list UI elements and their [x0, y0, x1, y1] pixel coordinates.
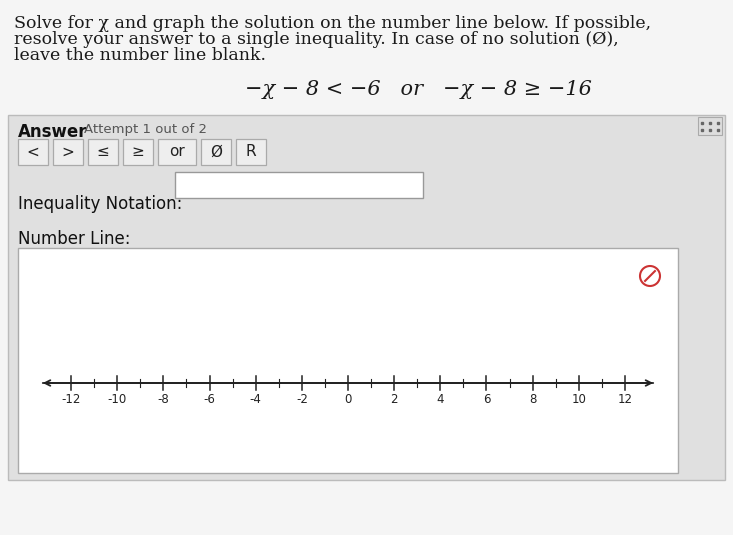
Text: −χ − 8 < −6   or   −χ − 8 ≥ −16: −χ − 8 < −6 or −χ − 8 ≥ −16 [245, 80, 592, 99]
Bar [88, 139, 118, 165]
Text: Inequality Notation:: Inequality Notation: [18, 195, 183, 213]
Text: Ø: Ø [210, 144, 222, 159]
Text: Solve for χ and graph the solution on the number line below. If possible,: Solve for χ and graph the solution on th… [14, 15, 651, 32]
Bar [158, 139, 196, 165]
Text: 0: 0 [345, 393, 352, 406]
Bar [236, 139, 266, 165]
Text: -12: -12 [62, 393, 81, 406]
Text: 6: 6 [483, 393, 490, 406]
Text: resolve your answer to a single inequality. In case of no solution (Ø),: resolve your answer to a single inequali… [14, 31, 619, 48]
Text: leave the number line blank.: leave the number line blank. [14, 47, 266, 64]
Text: >: > [62, 144, 74, 159]
Bar [53, 139, 83, 165]
Text: Number Line:: Number Line: [18, 230, 130, 248]
Bar [8, 115, 725, 480]
Text: 10: 10 [571, 393, 586, 406]
Text: ≤: ≤ [97, 144, 109, 159]
Text: ≥: ≥ [132, 144, 144, 159]
Bar [698, 117, 722, 135]
Text: <: < [26, 144, 40, 159]
Bar [18, 139, 48, 165]
Text: Attempt 1 out of 2: Attempt 1 out of 2 [84, 123, 207, 136]
Text: -8: -8 [158, 393, 169, 406]
Text: -2: -2 [296, 393, 308, 406]
Text: -10: -10 [108, 393, 127, 406]
Text: 12: 12 [617, 393, 633, 406]
Bar [18, 248, 678, 473]
Text: -4: -4 [250, 393, 262, 406]
Text: R: R [246, 144, 257, 159]
Bar [175, 172, 423, 198]
Text: 2: 2 [391, 393, 398, 406]
Bar [201, 139, 231, 165]
Bar [123, 139, 153, 165]
Text: or: or [169, 144, 185, 159]
Circle shape [640, 266, 660, 286]
Text: 4: 4 [437, 393, 444, 406]
Text: Answer: Answer [18, 123, 87, 141]
Text: 8: 8 [529, 393, 537, 406]
Text: -6: -6 [204, 393, 216, 406]
